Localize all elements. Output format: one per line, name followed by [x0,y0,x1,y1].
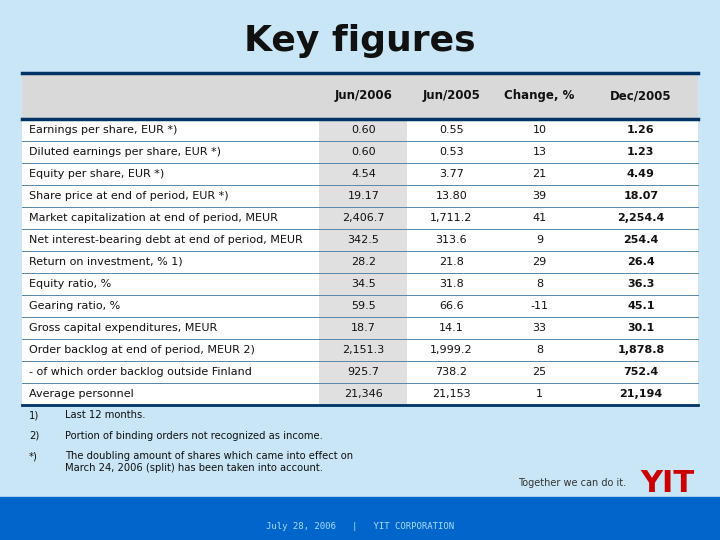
Text: *): *) [29,451,37,462]
Text: 10: 10 [532,125,546,135]
Text: 8: 8 [536,279,543,289]
Text: 1.26: 1.26 [627,125,654,135]
Text: Gearing ratio, %: Gearing ratio, % [29,301,120,311]
Text: 342.5: 342.5 [348,235,379,245]
Text: Gross capital expenditures, MEUR: Gross capital expenditures, MEUR [29,323,217,333]
Text: 66.6: 66.6 [439,301,464,311]
Text: Dec/2005: Dec/2005 [610,89,672,103]
Text: Jun/2006: Jun/2006 [335,89,392,103]
Text: 9: 9 [536,235,543,245]
Text: 13.80: 13.80 [436,191,467,201]
Text: 14.1: 14.1 [439,323,464,333]
Text: 41: 41 [532,213,546,223]
Text: Key figures: Key figures [244,24,476,58]
Text: 25: 25 [532,367,546,377]
FancyBboxPatch shape [320,73,408,405]
Text: YIT: YIT [641,469,695,498]
Text: 4.54: 4.54 [351,169,376,179]
Text: 0.60: 0.60 [351,125,376,135]
Text: 1.23: 1.23 [627,147,654,157]
Text: 0.60: 0.60 [351,147,376,157]
Text: 39: 39 [532,191,546,201]
Text: 19.17: 19.17 [348,191,379,201]
Text: Equity ratio, %: Equity ratio, % [29,279,111,289]
Text: 2,254.4: 2,254.4 [617,213,665,223]
Text: 21.8: 21.8 [439,257,464,267]
FancyBboxPatch shape [22,73,698,119]
FancyBboxPatch shape [0,497,720,540]
Text: 0.53: 0.53 [439,147,464,157]
Text: 8: 8 [536,345,543,355]
Text: Average personnel: Average personnel [29,389,133,399]
Text: 2,151.3: 2,151.3 [342,345,384,355]
Text: July 28, 2006   |   YIT CORPORATION: July 28, 2006 | YIT CORPORATION [266,522,454,531]
Text: 59.5: 59.5 [351,301,376,311]
Text: 1): 1) [29,410,39,421]
Text: 752.4: 752.4 [624,367,659,377]
Text: Market capitalization at end of period, MEUR: Market capitalization at end of period, … [29,213,278,223]
Text: 1,878.8: 1,878.8 [617,345,665,355]
Text: 925.7: 925.7 [347,367,379,377]
Text: Earnings per share, EUR *): Earnings per share, EUR *) [29,125,177,135]
Text: The doubling amount of shares which came into effect on
March 24, 2006 (split) h: The doubling amount of shares which came… [65,451,353,473]
Text: Return on investment, % 1): Return on investment, % 1) [29,257,182,267]
Text: 13: 13 [532,147,546,157]
Text: 254.4: 254.4 [624,235,659,245]
Text: -11: -11 [531,301,549,311]
Text: Together we can do it.: Together we can do it. [518,478,626,488]
Text: 26.4: 26.4 [627,257,654,267]
Text: 18.07: 18.07 [624,191,658,201]
Text: 21: 21 [532,169,546,179]
Text: - of which order backlog outside Finland: - of which order backlog outside Finland [29,367,252,377]
Text: 29: 29 [532,257,546,267]
Text: 2): 2) [29,431,39,441]
Text: Last 12 months.: Last 12 months. [65,410,145,421]
Text: Net interest-bearing debt at end of period, MEUR: Net interest-bearing debt at end of peri… [29,235,302,245]
FancyBboxPatch shape [22,73,698,405]
Text: 28.2: 28.2 [351,257,376,267]
Text: 738.2: 738.2 [436,367,467,377]
Text: 30.1: 30.1 [627,323,654,333]
Text: 4.49: 4.49 [627,169,654,179]
Text: 313.6: 313.6 [436,235,467,245]
Text: 1: 1 [536,389,543,399]
Text: 0.55: 0.55 [439,125,464,135]
Text: 21,194: 21,194 [619,389,662,399]
Text: 21,346: 21,346 [344,389,383,399]
Text: Order backlog at end of period, MEUR 2): Order backlog at end of period, MEUR 2) [29,345,255,355]
Text: 1,711.2: 1,711.2 [430,213,472,223]
Text: 1,999.2: 1,999.2 [430,345,473,355]
Text: 45.1: 45.1 [627,301,654,311]
Text: 18.7: 18.7 [351,323,376,333]
Text: Equity per share, EUR *): Equity per share, EUR *) [29,169,164,179]
Text: Share price at end of period, EUR *): Share price at end of period, EUR *) [29,191,228,201]
Text: 3.77: 3.77 [439,169,464,179]
Text: 21,153: 21,153 [432,389,471,399]
FancyBboxPatch shape [22,73,698,119]
Text: 36.3: 36.3 [627,279,654,289]
Text: 31.8: 31.8 [439,279,464,289]
Text: 34.5: 34.5 [351,279,376,289]
Text: 2,406.7: 2,406.7 [342,213,384,223]
Text: 33: 33 [532,323,546,333]
Text: Change, %: Change, % [504,89,575,103]
Text: Diluted earnings per share, EUR *): Diluted earnings per share, EUR *) [29,147,221,157]
Text: Jun/2005: Jun/2005 [423,89,480,103]
Text: Portion of binding orders not recognized as income.: Portion of binding orders not recognized… [65,431,323,441]
